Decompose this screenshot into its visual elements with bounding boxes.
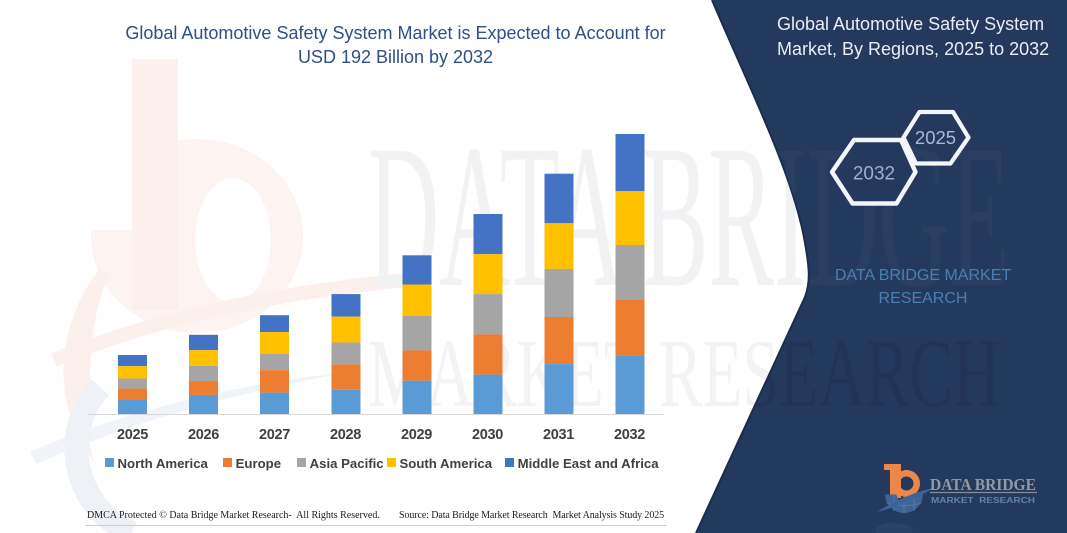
svg-text:2032: 2032 bbox=[853, 164, 895, 185]
svg-text:DATA BRIDGE: DATA BRIDGE bbox=[930, 475, 1036, 494]
svg-text:2025: 2025 bbox=[915, 127, 956, 148]
svg-text:MARKET RESEARCH: MARKET RESEARCH bbox=[931, 496, 1035, 505]
